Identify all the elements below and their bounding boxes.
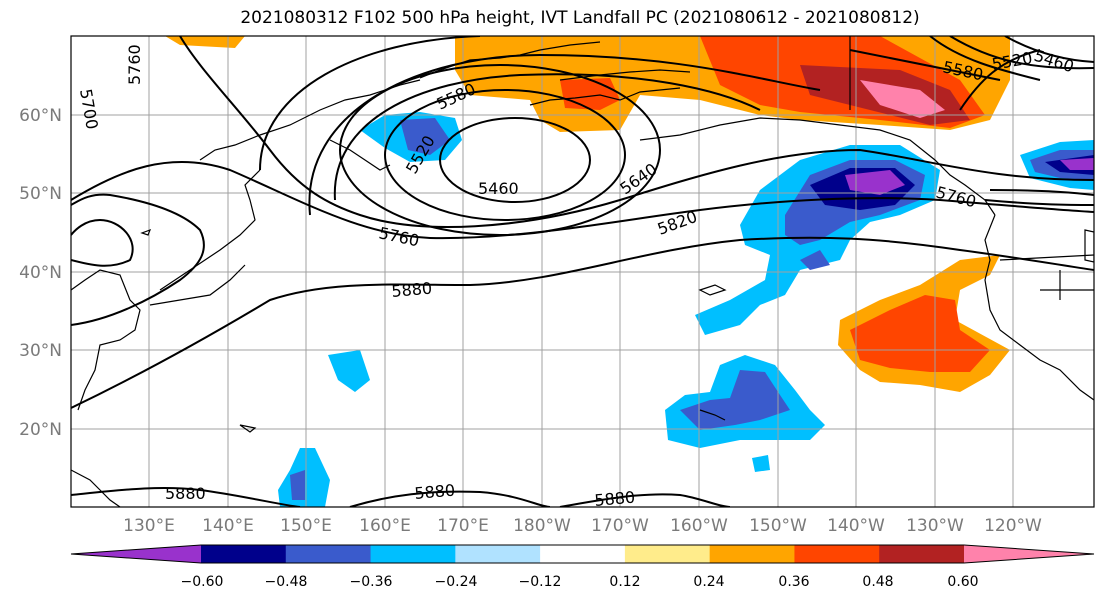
colorbar-segment <box>285 545 372 563</box>
lat-label: 20°N <box>19 420 62 440</box>
contour-label: 5760 <box>125 44 144 85</box>
contour-label: 5460 <box>478 179 519 198</box>
colorbar-outline <box>70 544 1095 564</box>
colorbar-tick: 0.60 <box>947 574 978 590</box>
colorbar-extend-high <box>964 545 1094 563</box>
lat-label: 40°N <box>19 263 62 283</box>
colorbar-segment <box>370 545 456 563</box>
lon-label: 170°W <box>591 516 649 536</box>
colorbar-tick: 0.36 <box>778 574 809 590</box>
lon-label: 120°W <box>984 516 1042 536</box>
colorbar-segment <box>201 545 287 563</box>
latitude-labels: 60°N 50°N 40°N 30°N 20°N <box>19 106 62 440</box>
lat-label: 30°N <box>19 341 62 361</box>
contour-label: 5880 <box>391 279 433 301</box>
colorbar-segment <box>455 545 541 563</box>
lon-label: 130°E <box>123 516 175 536</box>
contour-label: 5880 <box>165 484 206 503</box>
colorbar-tick-labels: −0.60 −0.48 −0.36 −0.24 −0.12 0.12 0.24 … <box>181 574 979 590</box>
colorbar-segment <box>624 545 711 563</box>
colorbar-segment <box>540 545 626 563</box>
colorbar-tick: −0.12 <box>519 574 562 590</box>
lon-label: 150°W <box>749 516 807 536</box>
colorbar-tick: 0.24 <box>693 574 724 590</box>
lon-label: 160°W <box>670 516 728 536</box>
lon-label: 140°W <box>827 516 885 536</box>
colorbar-tick: −0.48 <box>265 574 308 590</box>
colorbar <box>70 544 1095 564</box>
colorbar-segment <box>709 545 795 563</box>
lat-label: 60°N <box>19 106 62 126</box>
colorbar-tick: 0.12 <box>609 574 640 590</box>
lon-label: 170°E <box>437 516 489 536</box>
longitude-labels: 130°E 140°E 150°E 160°E 170°E 180°W 170°… <box>123 516 1042 536</box>
lon-label: 160°E <box>359 516 411 536</box>
map-gridlines <box>71 36 1094 507</box>
colorbar-extend-low <box>71 545 201 563</box>
colorbar-tick: −0.36 <box>350 574 393 590</box>
contour-label: 5880 <box>414 481 456 503</box>
colorbar-tick: 0.48 <box>862 574 893 590</box>
contour-label-group: 5760 5700 5580 5520 5460 5580 5520 5460 … <box>76 44 1076 510</box>
colorbar-tick: −0.24 <box>435 574 478 590</box>
colorbar-tick: −0.60 <box>181 574 224 590</box>
height-contours <box>71 36 1094 507</box>
colorbar-segment <box>794 545 880 563</box>
lon-label: 180°W <box>513 516 571 536</box>
lat-label: 50°N <box>19 184 62 204</box>
lon-label: 150°E <box>280 516 332 536</box>
map-content: 5760 5700 5580 5520 5460 5580 5520 5460 … <box>71 36 1094 510</box>
map-frame <box>70 35 1095 508</box>
colorbar-segment <box>879 545 965 563</box>
lon-label: 130°W <box>906 516 964 536</box>
lon-label: 140°E <box>202 516 254 536</box>
contour-label: 5880 <box>594 488 636 510</box>
coastlines <box>71 36 1094 507</box>
map-title: 2021080312 F102 500 hPa height, IVT Land… <box>240 8 920 28</box>
